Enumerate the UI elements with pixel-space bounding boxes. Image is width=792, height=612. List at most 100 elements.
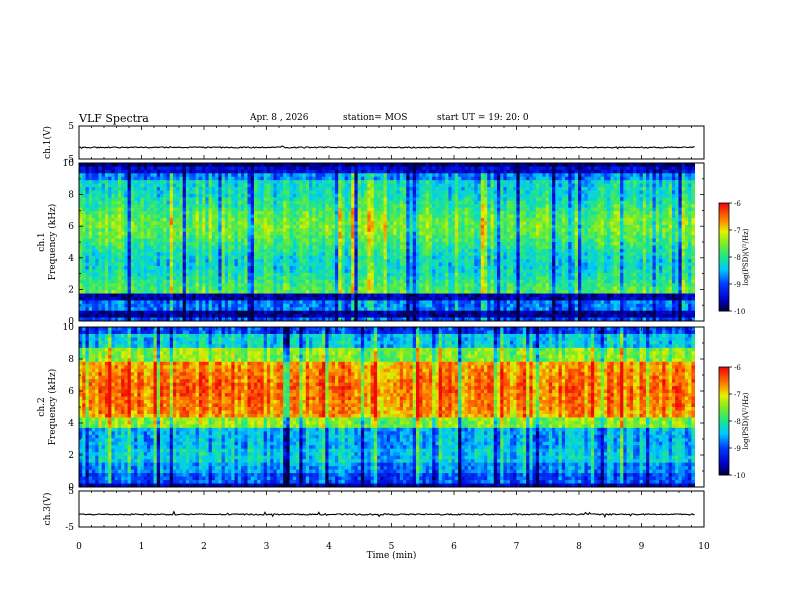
spectrogram-cell — [198, 221, 203, 226]
spectrogram-cell — [445, 204, 449, 209]
spectrogram-cell — [237, 180, 242, 184]
spectrogram-cell — [403, 176, 407, 181]
spectrogram-cell — [137, 197, 141, 202]
spectrogram-cell — [205, 163, 210, 167]
spectrogram-cell — [629, 173, 634, 178]
spectrogram-cell — [257, 173, 261, 178]
spectrogram-cell — [471, 200, 475, 205]
spectrogram-cell — [652, 180, 657, 184]
spectrogram-cell — [85, 176, 90, 181]
spectrogram-cell — [166, 180, 171, 184]
spectrogram-cell — [377, 224, 381, 229]
spectrogram-cell — [406, 180, 410, 184]
spectrogram-cell — [270, 214, 274, 219]
spectrogram-cell — [108, 211, 112, 215]
spectrogram-cell — [529, 235, 534, 239]
spectrogram-cell — [490, 245, 495, 250]
spectrogram-cell — [503, 190, 508, 195]
spectrogram-cell — [506, 228, 511, 233]
spectrogram-cell — [552, 183, 556, 188]
spectrogram-cell — [519, 166, 524, 171]
spectrogram-cell — [247, 197, 252, 202]
spectrogram-cell — [678, 228, 683, 233]
spectrogram-cell — [406, 228, 410, 233]
spectrogram-cell — [289, 200, 294, 205]
spectrogram-cell — [231, 173, 235, 178]
spectrogram-cell — [539, 231, 543, 236]
spectrogram-cell — [114, 180, 119, 184]
spectrogram-cell — [409, 176, 414, 181]
spectrogram-cell — [688, 207, 692, 212]
spectrogram-cell — [477, 180, 482, 184]
spectrogram-cell — [312, 173, 316, 178]
spectrogram-cell — [425, 183, 430, 188]
spectrogram-cell — [584, 169, 589, 174]
spectrogram-cell — [185, 183, 190, 188]
spectrogram-cell — [140, 166, 145, 171]
spectrogram-cell — [574, 221, 579, 226]
spectrogram-cell — [506, 197, 511, 202]
spectrogram-cell — [581, 214, 585, 219]
spectrogram-cell — [296, 238, 300, 243]
spectrogram-cell — [649, 193, 653, 198]
spectrogram-cell — [104, 245, 109, 250]
spectrogram-cell — [344, 231, 349, 236]
spectrogram-cell — [571, 207, 576, 212]
spectrogram-cell — [516, 166, 521, 171]
spectrogram-cell — [260, 180, 265, 184]
spectrogram-cell — [467, 231, 472, 236]
spectrogram-cell — [160, 163, 164, 167]
spectrogram-cell — [208, 242, 213, 246]
spectrogram-cell — [176, 176, 180, 181]
spectrogram-cell — [292, 231, 297, 236]
spectrogram-cell — [438, 204, 443, 209]
spectrogram-cell — [594, 207, 598, 212]
spectrogram-cell — [79, 221, 83, 226]
spectrogram-cell — [318, 235, 323, 239]
spectrogram-cell — [166, 193, 171, 198]
spectrogram-cell — [451, 235, 456, 239]
spectrogram-cell — [202, 238, 206, 243]
spectrogram-cell — [241, 248, 245, 253]
spectrogram-cell — [610, 242, 615, 246]
spectrogram-cell — [241, 211, 245, 215]
spectrogram-cell — [179, 248, 184, 253]
spectrogram-cell — [377, 214, 381, 219]
spectrogram-cell — [467, 207, 472, 212]
spectrogram-cell — [571, 238, 576, 243]
spectrogram-cell — [681, 214, 686, 219]
spectrogram-cell — [325, 231, 329, 236]
spectrogram-cell — [477, 245, 482, 250]
spectrogram-cell — [396, 214, 401, 219]
spectrogram-cell — [305, 217, 310, 222]
spectrogram-cell — [318, 169, 323, 174]
spectrogram-cell — [114, 197, 119, 202]
spectrogram-cell — [192, 211, 197, 215]
spectrogram-cell — [241, 214, 245, 219]
spectrogram-cell — [185, 187, 190, 191]
spectrogram-cell — [675, 183, 679, 188]
spectrogram-cell — [91, 204, 96, 209]
spectrogram-cell — [263, 207, 268, 212]
spectrogram-cell — [396, 221, 401, 226]
spectrogram-cell — [166, 163, 171, 167]
spectrogram-cell — [662, 224, 666, 229]
spectrogram-cell — [169, 224, 174, 229]
spectrogram-cell — [266, 211, 271, 215]
spectrogram-cell — [681, 228, 686, 233]
spectrogram-cell — [675, 166, 679, 171]
spectrogram-cell — [127, 163, 132, 167]
spectrogram-cell — [506, 166, 511, 171]
spectrogram-cell — [526, 211, 530, 215]
spectrogram-cell — [198, 193, 203, 198]
spectrogram-cell — [153, 211, 158, 215]
spectrogram-cell — [367, 190, 372, 195]
spectrogram-cell — [629, 183, 634, 188]
spectrogram-cell — [286, 204, 291, 209]
spectrogram-cell — [406, 173, 410, 178]
spectrogram-cell — [198, 180, 203, 184]
spectrogram-cell — [603, 173, 608, 178]
spectrogram-cell — [354, 187, 359, 191]
spectrogram-cell — [529, 193, 534, 198]
spectrogram-cell — [532, 228, 537, 233]
